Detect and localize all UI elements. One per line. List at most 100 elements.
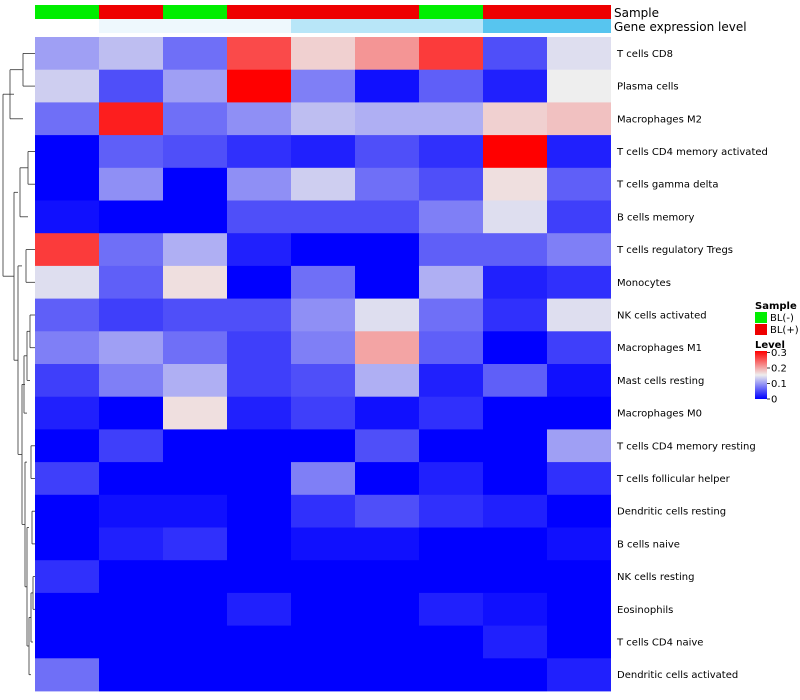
heatmap-cell xyxy=(547,200,611,234)
heatmap-cell xyxy=(227,331,291,365)
heatmap-cell xyxy=(35,167,99,201)
heatmap-cell xyxy=(163,364,227,398)
heatmap-cell xyxy=(547,69,611,103)
heatmap-cell xyxy=(355,135,419,169)
expression-annotation-cell xyxy=(99,19,163,33)
heatmap-cell xyxy=(99,265,163,299)
row-labels: T cells CD8 Plasma cells Macrophages M2 T c… xyxy=(616,49,768,681)
sample-annotation-bar xyxy=(35,5,611,19)
sample-annotation-label: Sample xyxy=(614,6,659,20)
heatmap-cell xyxy=(355,102,419,136)
heatmap-cell xyxy=(99,364,163,398)
heatmap-cell xyxy=(99,135,163,169)
heatmap-cell xyxy=(99,298,163,332)
heatmap-cell xyxy=(99,233,163,267)
expression-annotation-label: Gene expression level xyxy=(614,20,747,34)
row-label: Dendritic cells activated xyxy=(617,670,738,681)
heatmap-cell xyxy=(35,462,99,496)
heatmap-cell xyxy=(355,37,419,71)
sample-annotation-cell xyxy=(163,5,227,19)
row-label: NK cells resting xyxy=(617,572,694,583)
heatmap-cell xyxy=(547,658,611,692)
heatmap-cell xyxy=(483,69,547,103)
heatmap-cell xyxy=(99,527,163,561)
heatmap-cell xyxy=(99,494,163,528)
heatmap-cell xyxy=(419,102,483,136)
sample-annotation-cell xyxy=(35,5,99,19)
heatmap-cell xyxy=(547,298,611,332)
heatmap-cell xyxy=(227,265,291,299)
heatmap-cell xyxy=(419,364,483,398)
row-label: B cells memory xyxy=(617,212,694,223)
heatmap-cell xyxy=(227,658,291,692)
heatmap-cell xyxy=(419,592,483,626)
level-colorbar xyxy=(755,351,767,399)
heatmap-cell xyxy=(99,429,163,463)
heatmap-cell xyxy=(483,396,547,430)
legend-sample-items: BL(-)BL(+) xyxy=(755,312,799,336)
heatmap-cell xyxy=(355,364,419,398)
heatmap-cell xyxy=(163,233,227,267)
heatmap-cell xyxy=(291,494,355,528)
heatmap-cell xyxy=(547,331,611,365)
heatmap-cell xyxy=(419,37,483,71)
heatmap-cell xyxy=(419,429,483,463)
heatmap-cell xyxy=(227,37,291,71)
heatmap-cell xyxy=(355,494,419,528)
heatmap-cell xyxy=(99,396,163,430)
row-label: T cells CD4 naive xyxy=(616,637,703,648)
heatmap-cell xyxy=(483,560,547,594)
heatmap-cell xyxy=(419,396,483,430)
heatmap-cell xyxy=(419,527,483,561)
heatmap-cell xyxy=(355,396,419,430)
heatmap-cell xyxy=(291,592,355,626)
heatmap-cell xyxy=(163,560,227,594)
heatmap-cell xyxy=(483,331,547,365)
heatmap-cell xyxy=(291,69,355,103)
heatmap-cell xyxy=(419,200,483,234)
heatmap-cell xyxy=(163,494,227,528)
heatmap-cell xyxy=(547,396,611,430)
heatmap-cell xyxy=(163,298,227,332)
heatmap-cell xyxy=(483,625,547,659)
sample-annotation-cell xyxy=(419,5,483,19)
legend-sample-title: Sample xyxy=(755,301,797,312)
legend-sample-swatch xyxy=(755,312,767,323)
heatmap-cell xyxy=(547,625,611,659)
heatmap-cell xyxy=(291,527,355,561)
heatmap-cell xyxy=(355,331,419,365)
heatmap-cell xyxy=(35,429,99,463)
heatmap-cell xyxy=(547,494,611,528)
heatmap-cell xyxy=(35,265,99,299)
heatmap-cell xyxy=(547,233,611,267)
heatmap-cell xyxy=(547,560,611,594)
legend-level-tick-label: 0.3 xyxy=(771,348,787,359)
expression-annotation-cell xyxy=(355,19,419,33)
row-label: NK cells activated xyxy=(617,310,707,321)
heatmap-cell xyxy=(483,462,547,496)
heatmap-cell xyxy=(291,462,355,496)
heatmap-cell xyxy=(291,658,355,692)
heatmap-cell xyxy=(35,364,99,398)
heatmap-cell xyxy=(163,167,227,201)
heatmap-cell xyxy=(291,37,355,71)
heatmap-cell xyxy=(163,265,227,299)
heatmap-cell xyxy=(35,658,99,692)
heatmap-cell xyxy=(419,265,483,299)
heatmap-cell xyxy=(227,69,291,103)
heatmap-cell xyxy=(483,167,547,201)
heatmap-cell xyxy=(483,592,547,626)
row-label: Mast cells resting xyxy=(617,376,704,387)
heatmap-cell xyxy=(163,658,227,692)
heatmap-cell xyxy=(35,298,99,332)
legend-level-tick-label: 0 xyxy=(771,395,777,406)
heatmap-cell xyxy=(99,69,163,103)
heatmap-cell xyxy=(291,396,355,430)
heatmap-cell xyxy=(35,233,99,267)
sample-annotation-cell xyxy=(291,5,355,19)
heatmap-cell xyxy=(355,462,419,496)
heatmap-cell xyxy=(35,592,99,626)
heatmap-cell xyxy=(547,527,611,561)
heatmap-cell xyxy=(227,364,291,398)
